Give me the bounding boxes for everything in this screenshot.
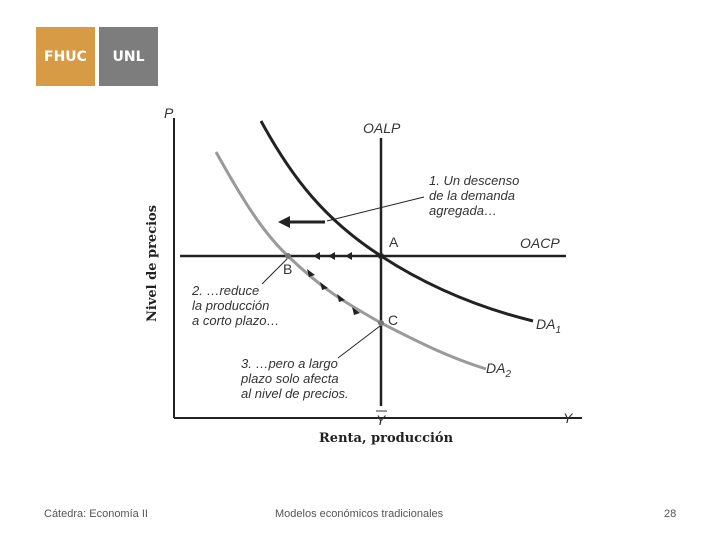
y-symbol: P [164, 105, 174, 121]
x-symbol: Y [563, 410, 574, 426]
note1-pointer [326, 196, 425, 222]
note2-pointer [261, 258, 288, 285]
point-c-marker [378, 320, 384, 326]
ad2-label: DA2 [486, 360, 511, 380]
fhuc-logo-text: FHUC [44, 48, 87, 65]
unl-logo-text: UNL [112, 48, 145, 65]
footer-topic: Modelos económicos tradicionales [275, 508, 444, 520]
note-3: 3. …pero a largo plazo solo afecta al ni… [240, 356, 349, 401]
shift-arrow-head [278, 216, 290, 228]
lras-label: OALP [363, 120, 401, 136]
note-2: 2. …reduce la producción a corto plazo… [191, 283, 279, 328]
ad2-arrows [307, 269, 360, 315]
ad1-label: DA1 [536, 316, 561, 336]
sras-arrow-3 [345, 252, 352, 260]
point-a-marker [378, 253, 384, 259]
point-a-label: A [389, 234, 399, 250]
y-axis-title: Nivel de precios [145, 205, 160, 322]
note-1: 1. Un descenso de la demanda agregada… [429, 173, 523, 218]
ad2-curve [214, 151, 487, 371]
x-potential-label: Y [376, 412, 387, 428]
sras-label: OACP [520, 235, 560, 251]
point-b-label: B [283, 261, 292, 277]
sras-arrow-2 [328, 252, 335, 260]
note3-pointer [337, 325, 381, 359]
sras-arrow-1 [313, 252, 320, 260]
footer-course: Cátedra: Economía II [44, 508, 148, 520]
point-c-label: C [388, 312, 398, 328]
footer-page-number: 28 [664, 508, 677, 520]
fhuc-logo: FHUC [36, 27, 95, 86]
x-axis-title: Renta, producción [319, 431, 454, 446]
unl-logo: UNL [99, 27, 158, 86]
point-b-marker [285, 253, 291, 259]
